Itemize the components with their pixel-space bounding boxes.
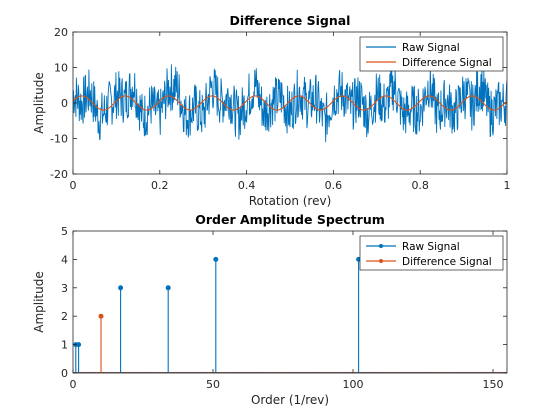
difference-signal-plot: Difference Signal 0 0.2 0.4 0.6 0.8 1 -20 -10 0 10… [32,13,511,208]
x-tick-label: 0 [70,179,77,192]
legend: Raw Signal Difference Signal [359,36,504,72]
y-tick-label: 2 [61,310,68,323]
x-axis-label: Order (1/rev) [251,393,329,407]
y-tick-label: 1 [61,339,68,352]
difference-stem-marker [98,313,104,319]
legend-entry: Raw Signal [402,42,460,54]
x-tick-label: 0.6 [325,179,343,192]
x-axis-label: Rotation (rev) [249,194,332,208]
y-tick-label: -20 [50,168,68,181]
y-tick-label: 5 [61,225,68,238]
difference-signal-line [73,95,507,111]
x-tick-label: 0.2 [151,179,169,192]
y-tick-label: 20 [54,26,68,39]
x-tick-label: 0.8 [411,179,429,192]
data-layer [73,64,507,143]
raw-stem-marker [165,285,171,291]
x-tick-label: 50 [206,378,220,391]
raw-signal-line [73,64,507,143]
chart-title: Order Amplitude Spectrum [195,212,385,227]
y-axis-label: Amplitude [32,72,46,134]
raw-stem-marker [118,285,124,291]
x-tick-label: 0 [70,378,77,391]
legend-entry: Raw Signal [402,241,460,253]
y-tick-label: 0 [61,97,68,110]
chart-title: Difference Signal [230,13,351,28]
axes-box [72,230,508,374]
y-tick-label: 10 [54,62,68,75]
legend-marker [379,244,383,248]
y-tick-label: 0 [61,367,68,380]
x-tick-label: 0.4 [238,179,256,192]
y-tick-label: -10 [50,133,68,146]
legend-box [359,235,504,271]
legend-entry: Difference Signal [402,57,492,69]
raw-stem-marker [76,342,82,348]
y-axis-label: Amplitude [32,271,46,333]
legend-entry: Difference Signal [402,256,492,268]
legend-marker [379,259,383,263]
legend: Raw Signal Difference Signal [359,235,504,271]
y-tick-label: 4 [61,253,68,266]
x-tick-label: 1 [504,179,511,192]
y-tick-label: 3 [61,282,68,295]
order-spectrum-plot: Order Amplitude Spectrum 0 50 100 150 0 1 2 3 4 5 O… [32,212,508,407]
raw-stem-marker [213,256,219,262]
x-tick-label: 100 [343,378,364,391]
legend-box [359,36,504,72]
x-tick-label: 150 [483,378,504,391]
